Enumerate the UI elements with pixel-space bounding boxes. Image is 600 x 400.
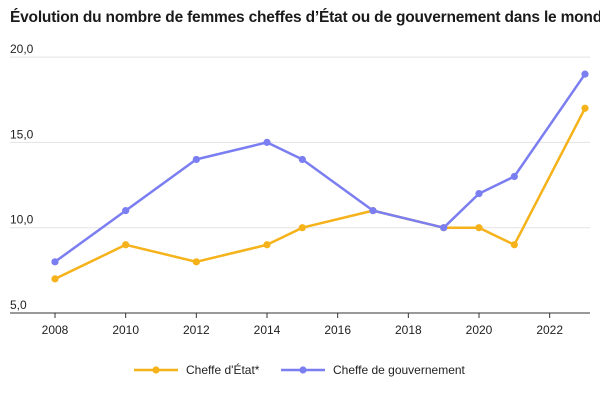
y-axis-ticks: 5,0 10,0 15,0 20,0 (10, 42, 34, 312)
data-point[interactable] (475, 224, 483, 232)
series-lines (51, 70, 589, 283)
data-point[interactable] (510, 172, 518, 181)
data-point[interactable] (51, 275, 59, 283)
legend-swatch-marker (299, 366, 307, 374)
data-point[interactable] (581, 104, 589, 112)
legend-item: Cheffe de gouvernement (281, 363, 466, 377)
x-axis: 2008 2010 2012 2014 2016 2018 2020 2022 (10, 312, 590, 337)
data-point[interactable] (298, 224, 306, 232)
data-point[interactable] (192, 155, 200, 164)
x-tick-label: 2018 (395, 323, 422, 337)
y-tick-label: 10,0 (10, 213, 34, 227)
y-tick-label: 20,0 (10, 42, 34, 56)
data-point[interactable] (581, 70, 589, 78)
legend: Cheffe d'État* Cheffe de gouvernement (134, 362, 466, 377)
data-point[interactable] (192, 258, 200, 266)
gridlines (10, 56, 590, 229)
x-tick-label: 2010 (112, 323, 139, 337)
x-tick-label: 2008 (42, 323, 69, 337)
data-point[interactable] (510, 241, 518, 249)
x-tick-label: 2012 (183, 323, 210, 337)
data-point[interactable] (122, 207, 130, 215)
x-tick-label: 2022 (536, 323, 563, 337)
data-point[interactable] (263, 138, 271, 146)
series-line (53, 72, 587, 264)
x-tick-label: 2014 (254, 323, 281, 337)
x-tick-label: 2016 (324, 323, 351, 337)
legend-label: Cheffe de gouvernement (333, 363, 466, 377)
data-point[interactable] (369, 207, 377, 215)
data-point[interactable] (298, 155, 306, 164)
data-point[interactable] (263, 241, 271, 249)
legend-label: Cheffe d'État* (186, 362, 260, 377)
legend-swatch-marker (152, 366, 160, 374)
x-tick-label: 2020 (466, 323, 493, 337)
chart-title: Évolution du nombre de femmes cheffes d’… (10, 9, 600, 26)
y-tick-label: 15,0 (10, 127, 34, 141)
data-point[interactable] (51, 258, 59, 266)
series-1 (51, 70, 589, 266)
series-0 (51, 104, 589, 283)
data-point[interactable] (440, 224, 448, 232)
y-tick-label: 5,0 (10, 298, 27, 312)
legend-item: Cheffe d'État* (134, 362, 260, 377)
data-point[interactable] (122, 241, 130, 249)
data-point[interactable] (475, 189, 483, 198)
series-line (53, 107, 587, 281)
